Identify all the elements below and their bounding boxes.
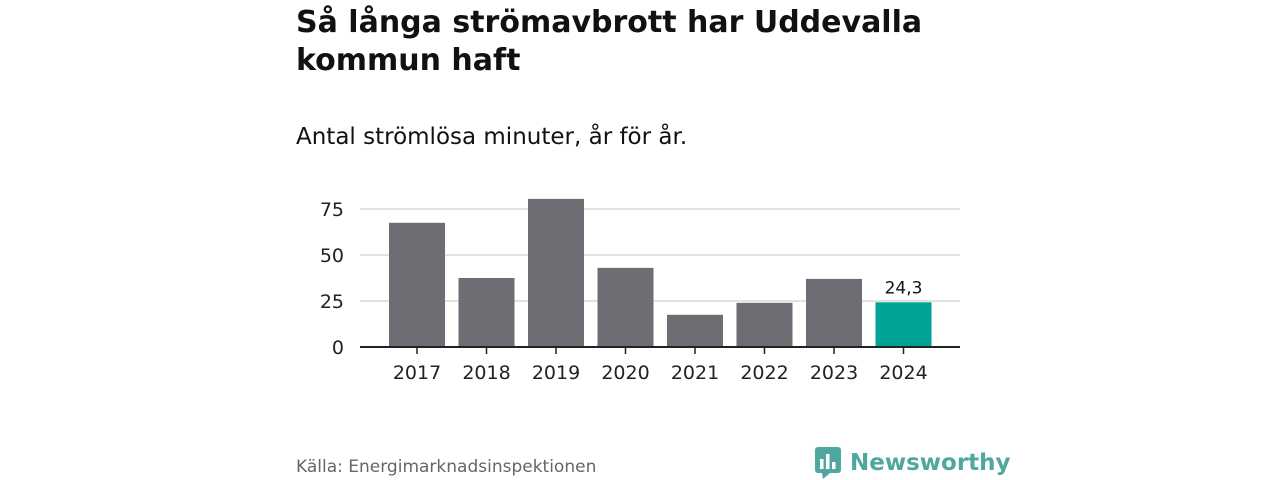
bar <box>528 198 584 347</box>
source-credit: Källa: Energimarknadsinspektionen <box>296 457 597 477</box>
bar <box>667 314 723 347</box>
x-tick-label: 2018 <box>462 362 510 384</box>
bar <box>806 278 862 347</box>
y-tick-label: 75 <box>320 199 344 221</box>
x-tick-label: 2024 <box>879 362 927 384</box>
x-tick-label: 2020 <box>601 362 649 384</box>
bar <box>458 278 515 347</box>
x-tick-label: 2022 <box>740 362 788 384</box>
x-tick-label: 2023 <box>810 362 858 384</box>
bar-chart-bubble-icon <box>815 447 841 479</box>
bar <box>736 302 793 347</box>
brand-name: Newsworthy <box>850 450 1011 476</box>
chart-title: Så långa strömavbrott har Uddevalla komm… <box>296 5 923 78</box>
x-tick-label: 2019 <box>532 362 580 384</box>
brand-logo[interactable]: Newsworthy <box>814 446 1011 480</box>
y-tick-label: 0 <box>332 337 344 359</box>
bar <box>875 302 932 347</box>
bar <box>389 222 445 347</box>
y-tick-label: 50 <box>320 245 344 267</box>
y-tick-label: 25 <box>320 291 344 313</box>
bar <box>597 267 654 347</box>
x-tick-label: 2017 <box>393 362 441 384</box>
chart-subtitle: Antal strömlösa minuter, år för år. <box>296 124 688 150</box>
x-tick-label: 2021 <box>671 362 719 384</box>
data-label: 24,3 <box>885 278 923 298</box>
